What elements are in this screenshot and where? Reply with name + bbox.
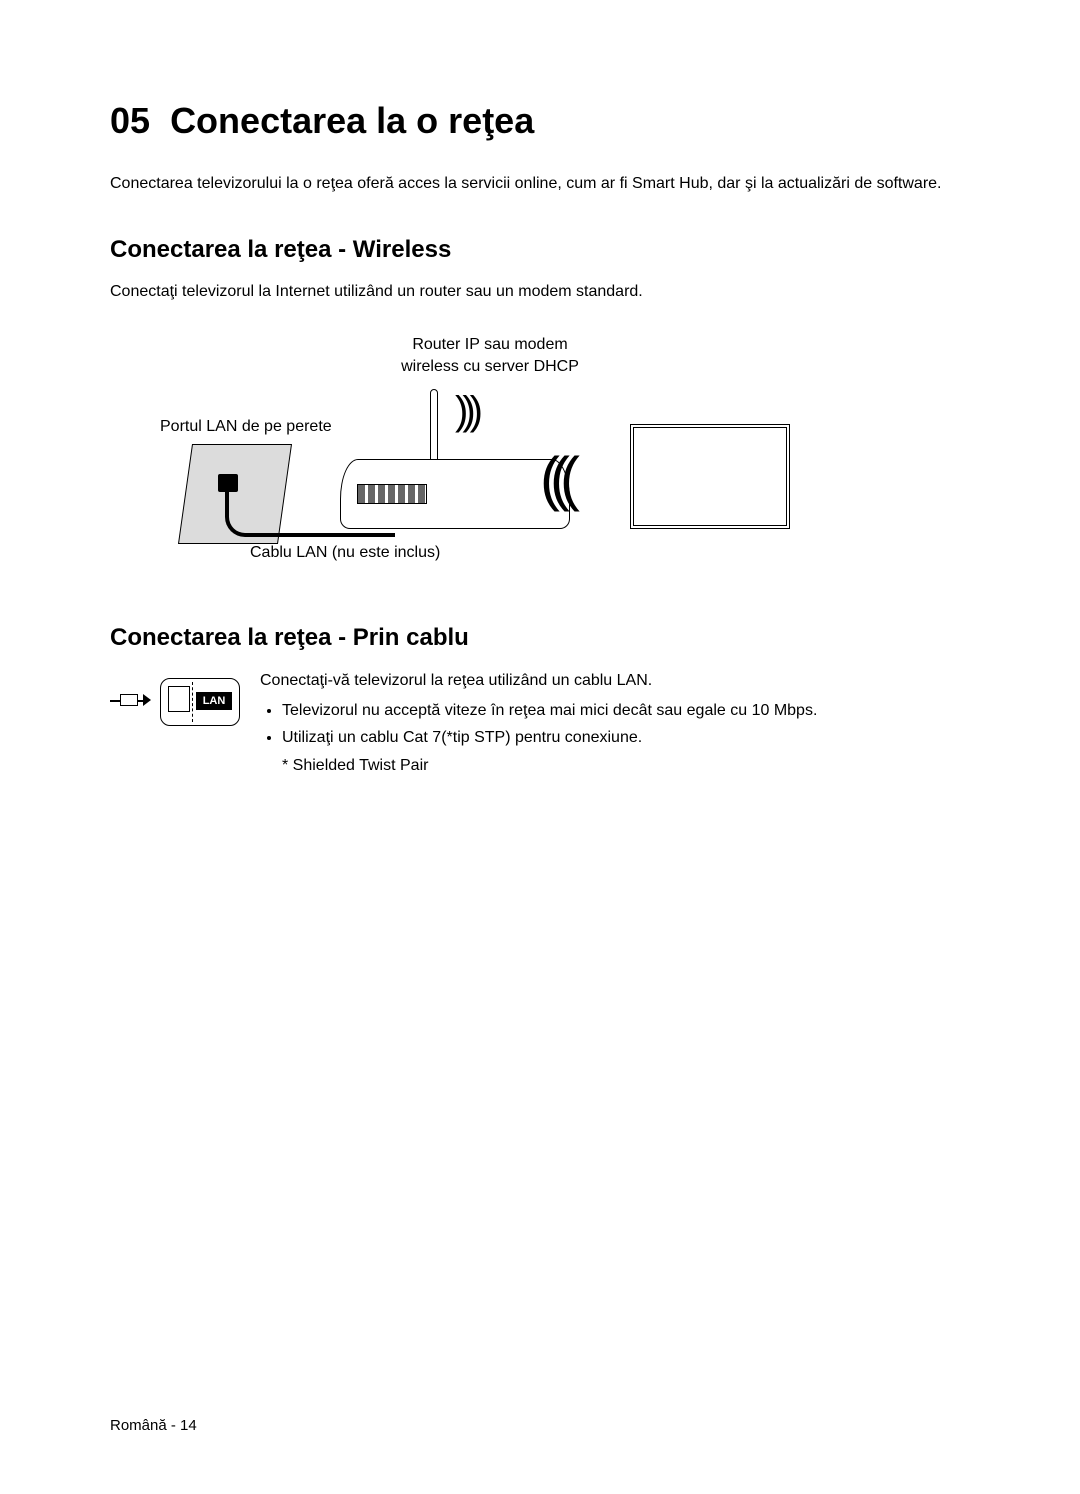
- router-label-line1: Router IP sau modem: [412, 336, 567, 353]
- page-footer: Română - 14: [110, 1417, 197, 1434]
- intro-paragraph: Conectarea televizorului la o reţea ofer…: [110, 172, 970, 196]
- chapter-name: Conectarea la o reţea: [170, 100, 534, 141]
- wired-section: Conectarea la reţea - Prin cablu LAN Con…: [110, 624, 970, 778]
- router-label: Router IP sau modem wireless cu server D…: [370, 334, 610, 379]
- wired-footnote: * Shielded Twist Pair: [282, 753, 970, 779]
- wifi-wave-in-icon: (((: [540, 444, 570, 513]
- wifi-wave-out-icon: ))): [455, 389, 477, 434]
- panel-divider-icon: [192, 682, 193, 722]
- lan-port-label: LAN: [196, 692, 232, 710]
- lan-socket-icon: [168, 686, 190, 712]
- wireless-heading: Conectarea la reţea - Wireless: [110, 236, 970, 264]
- lan-cable-label: Cablu LAN (nu este inclus): [250, 544, 440, 562]
- lan-port-diagram: LAN: [110, 672, 240, 732]
- wall-port-label: Portul LAN de pe perete: [160, 418, 332, 436]
- wireless-description: Conectaţi televizorul la Internet utiliz…: [110, 280, 970, 304]
- chapter-title: 05 Conectarea la o reţea: [110, 100, 970, 142]
- rj45-plug-icon: [120, 694, 138, 706]
- wired-description: Conectaţi-vă televizorul la reţea utiliz…: [260, 672, 652, 689]
- wireless-diagram: Router IP sau modem wireless cu server D…: [110, 334, 970, 604]
- wall-jack-icon: [218, 474, 238, 492]
- wired-bullet-1: Televizorul nu acceptă viteze în reţea m…: [282, 698, 970, 724]
- router-label-line2: wireless cu server DHCP: [401, 358, 579, 375]
- router-ports-icon: [357, 484, 427, 504]
- router-antenna-icon: [430, 389, 438, 464]
- wired-heading: Conectarea la reţea - Prin cablu: [110, 624, 970, 652]
- wired-text-block: Conectaţi-vă televizorul la reţea utiliz…: [260, 668, 970, 778]
- arrow-right-icon: [143, 694, 151, 706]
- chapter-number: 05: [110, 100, 150, 141]
- tv-icon: [630, 424, 790, 529]
- wired-bullet-2: Utilizaţi un cablu Cat 7(*tip STP) pentr…: [282, 725, 970, 751]
